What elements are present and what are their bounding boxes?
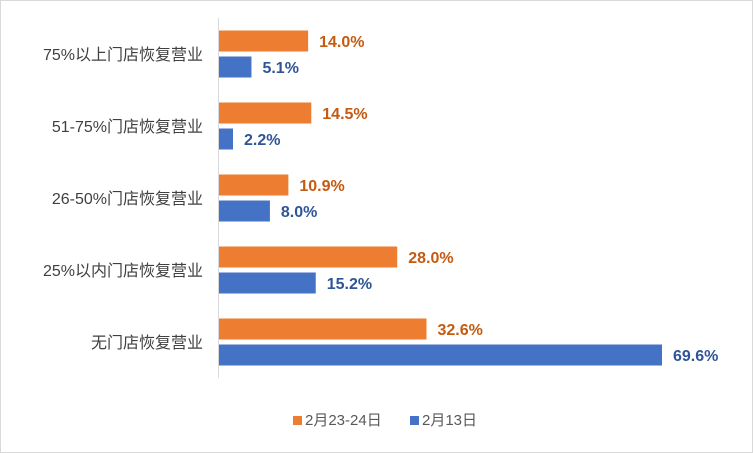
data-label: 28.0%	[408, 250, 453, 267]
bar-series-1	[219, 102, 312, 124]
data-label: 15.2%	[327, 276, 372, 293]
bar-series-2	[219, 56, 252, 78]
bar-series-1	[219, 30, 309, 52]
data-label: 32.6%	[437, 322, 482, 339]
bar-series-2	[219, 128, 234, 150]
legend-swatch	[293, 416, 302, 425]
category-label: 无门店恢复营业	[91, 334, 203, 352]
data-label: 14.5%	[322, 106, 367, 123]
bar-series-1	[219, 318, 427, 340]
bar-series-2	[219, 200, 270, 222]
legend-swatch	[410, 416, 419, 425]
data-label: 69.6%	[673, 348, 718, 365]
category-label: 51-75%门店恢复营业	[52, 118, 203, 136]
legend-label: 2月23-24日	[305, 412, 382, 429]
data-label: 8.0%	[281, 204, 317, 221]
bar-series-1	[219, 246, 398, 268]
legend-label: 2月13日	[422, 412, 477, 429]
bars-layer	[219, 30, 662, 366]
bar-series-1	[219, 174, 289, 196]
data-label: 5.1%	[262, 60, 298, 77]
data-label: 10.9%	[299, 178, 344, 195]
category-label: 26-50%门店恢复营业	[52, 190, 203, 208]
data-label: 2.2%	[244, 132, 280, 149]
category-label: 25%以内门店恢复营业	[43, 262, 203, 280]
data-label: 14.0%	[319, 34, 364, 51]
legend: 2月23-24日 2月13日	[293, 412, 477, 429]
bar-series-2	[219, 272, 316, 294]
category-label: 75%以上门店恢复营业	[43, 46, 203, 64]
labels-layer: 75%以上门店恢复营业 14.0% 5.1% 51-75%门店恢复营业 14.5% 2.2…	[43, 34, 718, 365]
bar-series-2	[219, 344, 662, 366]
